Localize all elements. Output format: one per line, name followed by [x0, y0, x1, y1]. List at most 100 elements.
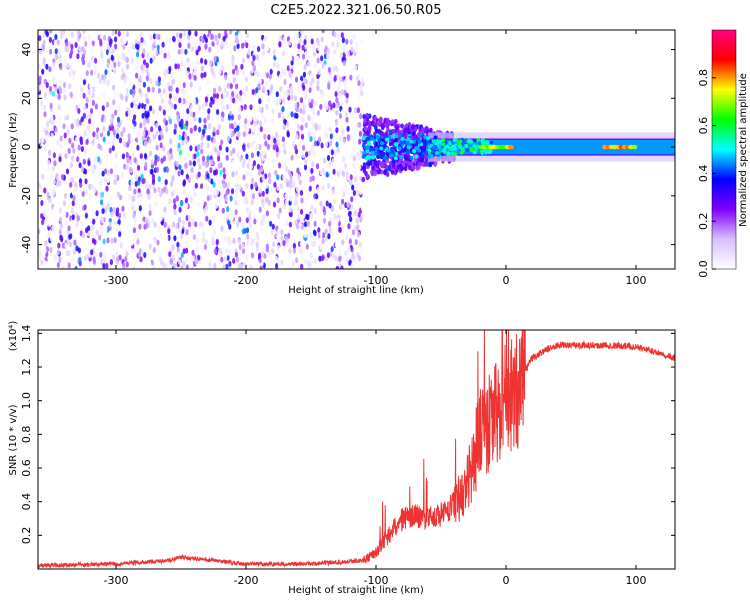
spectral-blob: [278, 35, 282, 41]
spectral-blob: [59, 120, 63, 127]
spectral-blob: [145, 105, 149, 111]
spectral-blob: [206, 142, 210, 149]
colorbar-label: Normalized spectral amplitude: [738, 73, 749, 227]
spectral-blob: [169, 138, 173, 145]
spectral-blob: [222, 41, 226, 48]
spectral-blob: [417, 164, 421, 171]
spectral-blob: [149, 78, 153, 84]
spectral-blob: [132, 153, 136, 159]
spectral-blob: [87, 230, 91, 237]
spectral-blob: [382, 144, 387, 149]
spectral-blob: [224, 74, 228, 81]
spectral-blob: [148, 243, 152, 250]
spectral-blob: [193, 239, 197, 246]
spectral-blob: [275, 151, 279, 158]
spectral-blob: [116, 191, 120, 198]
spectral-blob: [438, 139, 443, 144]
spectral-blob: [123, 38, 127, 45]
spectral-blob: [143, 140, 147, 147]
spectral-blob: [472, 138, 477, 143]
spectral-blob: [111, 76, 115, 83]
spectral-blob: [346, 134, 350, 141]
spectral-blob: [420, 157, 425, 163]
spectral-blob: [117, 244, 121, 251]
spectral-blob: [170, 191, 175, 197]
spectral-blob: [102, 126, 106, 132]
spectral-blob: [71, 214, 75, 221]
spectral-blob: [140, 173, 144, 180]
spectral-blob: [54, 126, 58, 133]
spectral-blob: [40, 213, 44, 219]
spectral-blob: [161, 41, 165, 48]
spectral-blob: [299, 107, 303, 114]
spectral-blob: [236, 256, 240, 263]
spectral-blob: [280, 67, 284, 74]
spectral-blob: [452, 138, 457, 143]
spectral-blob: [252, 55, 256, 61]
spectral-blob: [283, 118, 287, 125]
spectral-blob: [341, 37, 345, 44]
spectral-blob: [55, 54, 59, 61]
spectral-blob: [125, 261, 129, 268]
spectral-blob: [282, 240, 286, 246]
spectral-blob: [76, 207, 80, 214]
spectral-blob: [234, 187, 238, 194]
spectral-blob: [152, 247, 156, 254]
spectral-blob: [165, 188, 169, 195]
spectral-blob: [41, 173, 45, 180]
spectral-blob: [335, 180, 339, 187]
spectral-blob: [167, 228, 171, 235]
spectral-blob: [307, 167, 311, 174]
spectral-blob: [235, 193, 239, 200]
spectral-blob: [64, 111, 68, 118]
spectral-blob: [90, 69, 94, 76]
spectral-blob: [38, 75, 42, 82]
spectral-blob: [50, 132, 55, 139]
spectral-blob: [356, 190, 360, 197]
spectral-peak: [631, 144, 638, 150]
spectral-blob: [307, 114, 311, 121]
spectral-blob: [351, 184, 355, 191]
spectral-blob: [226, 206, 230, 213]
spectral-blob: [257, 169, 261, 176]
spectral-blob: [99, 264, 103, 269]
spectral-blob: [147, 86, 151, 93]
spectral-blob: [58, 207, 62, 214]
spectral-blob: [258, 206, 262, 213]
spectral-blob: [249, 116, 253, 123]
spectral-blob: [266, 72, 270, 79]
spectral-blob: [274, 51, 278, 58]
spectral-blob: [149, 105, 153, 112]
spectral-blob: [343, 84, 347, 91]
spectral-blob: [300, 133, 305, 140]
spectral-blob: [278, 73, 283, 80]
spectral-blob: [87, 61, 91, 68]
spectral-blob: [91, 237, 95, 244]
spectral-blob: [119, 107, 123, 114]
spectral-blob: [157, 76, 161, 83]
spectral-blob: [203, 117, 207, 124]
spectral-blob: [242, 145, 246, 152]
spectral-blob: [303, 221, 308, 228]
spectral-blob: [306, 128, 310, 135]
spectral-blob: [413, 157, 418, 163]
spectral-blob: [328, 126, 332, 133]
spectral-blob: [163, 166, 167, 173]
spectral-blob: [387, 166, 391, 172]
spectral-blob: [38, 254, 42, 261]
spectral-blob: [220, 139, 224, 146]
spectral-blob: [184, 132, 188, 139]
spectral-blob: [234, 219, 238, 226]
spectral-blob: [146, 189, 151, 195]
spectral-blob: [268, 73, 272, 80]
spectral-blob: [177, 170, 181, 177]
spectral-blob: [119, 242, 123, 249]
spectral-blob: [142, 177, 146, 184]
spectral-blob: [103, 176, 107, 183]
spectral-blob: [136, 44, 140, 50]
spectral-blob: [299, 161, 303, 168]
spectral-blob: [385, 137, 390, 142]
spectral-blob: [355, 41, 360, 48]
spectral-blob: [324, 111, 328, 118]
spectral-blob: [241, 42, 245, 49]
